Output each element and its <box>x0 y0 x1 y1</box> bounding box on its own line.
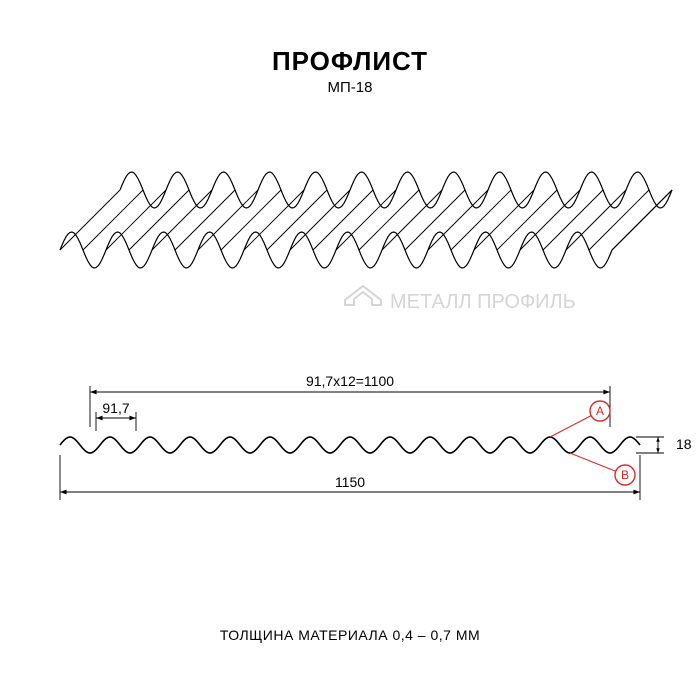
svg-text:ПРОФЛИСТ: ПРОФЛИСТ <box>272 46 428 76</box>
dim-pitch: 91,7 <box>102 400 129 416</box>
marker-a: A <box>596 404 604 418</box>
dim-overall-width: 1150 <box>335 474 365 490</box>
marker-b: B <box>621 468 629 482</box>
perspective-sheet <box>60 172 672 268</box>
svg-text:МП-18: МП-18 <box>328 79 373 96</box>
watermark-text: МЕТАЛЛ ПРОФИЛЬ <box>390 291 576 313</box>
thickness-label: ТОЛЩИНА МАТЕРИАЛА 0,4 – 0,7 ММ <box>220 627 480 643</box>
dim-top-formula: 91,7x12=1100 <box>306 373 394 389</box>
dim-height: 18 <box>676 436 692 452</box>
